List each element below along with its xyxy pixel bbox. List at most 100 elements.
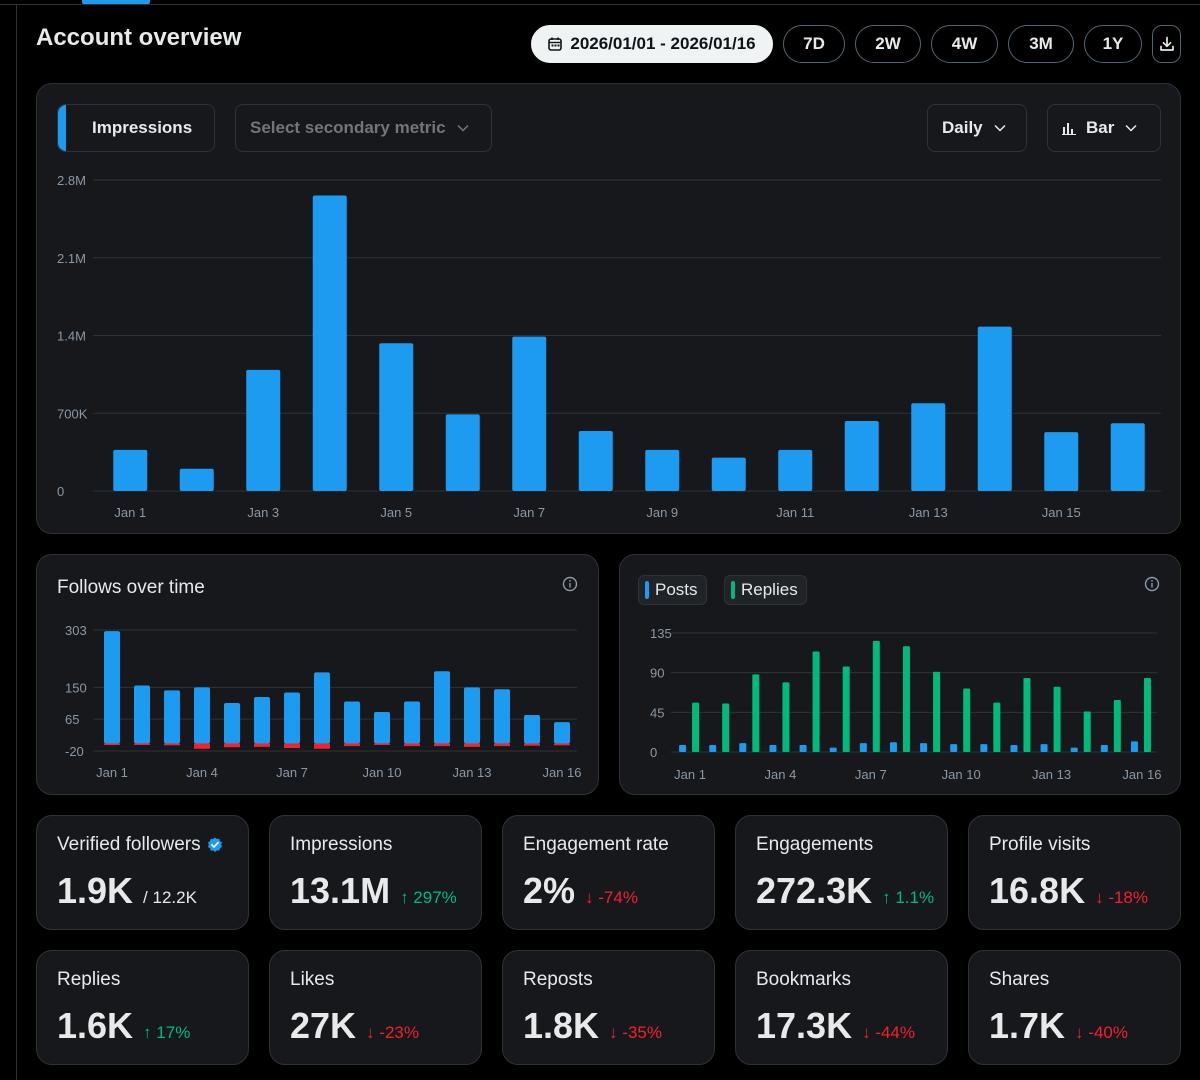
chart-type-dropdown[interactable]: Bar bbox=[1047, 104, 1161, 152]
range-1y-button[interactable]: 1Y bbox=[1084, 25, 1142, 63]
stat-change-value: -18% bbox=[1108, 888, 1148, 907]
y-tick-label: 45 bbox=[650, 705, 664, 720]
bar-follows-jan-2 bbox=[134, 685, 150, 744]
x-tick-label: Jan 1 bbox=[96, 765, 128, 780]
stat-card-likes[interactable]: Likes 27K ↓ -23% bbox=[269, 950, 482, 1065]
bar-posts-jan-16 bbox=[1130, 741, 1138, 752]
stat-card-bookmarks[interactable]: Bookmarks 17.3K ↓ -44% bbox=[735, 950, 948, 1065]
bar-follows-jan-7 bbox=[284, 692, 300, 744]
legend-posts-toggle[interactable]: Posts bbox=[638, 575, 707, 605]
stat-change-value: 17% bbox=[156, 1023, 191, 1042]
date-range-button[interactable]: 2026/01/01 - 2026/01/16 bbox=[531, 25, 773, 63]
legend-replies-toggle[interactable]: Replies bbox=[724, 575, 807, 605]
range-7d-button[interactable]: 7D bbox=[783, 25, 845, 63]
x-tick-label: Jan 1 bbox=[114, 505, 146, 520]
bar-replies-jan-8 bbox=[902, 646, 910, 752]
range-2w-button[interactable]: 2W bbox=[855, 25, 921, 63]
x-tick-label: Jan 13 bbox=[909, 505, 948, 520]
stat-card-verified-followers[interactable]: Verified followers 1.9K / 12.2K bbox=[36, 815, 249, 930]
bar-follows-jan-10 bbox=[374, 712, 390, 744]
stat-card-engagements[interactable]: Engagements 272.3K ↑ 1.1% bbox=[735, 815, 948, 930]
x-tick-label: Jan 3 bbox=[247, 505, 279, 520]
stat-line: 1.9K / 12.2K bbox=[57, 870, 197, 912]
bar-impressions-jan-10 bbox=[711, 457, 746, 491]
x-tick-label: Jan 7 bbox=[855, 767, 887, 782]
arrow-down-icon: ↓ bbox=[585, 888, 594, 907]
bar-posts-jan-13 bbox=[1040, 744, 1048, 752]
x-tick-label: Jan 1 bbox=[674, 767, 706, 782]
stat-value: 17.3K bbox=[756, 1005, 853, 1046]
stat-value: 1.6K bbox=[57, 1005, 134, 1046]
bar-posts-jan-2 bbox=[709, 744, 717, 752]
stat-value: 16.8K bbox=[989, 870, 1086, 911]
info-icon[interactable] bbox=[562, 576, 578, 592]
bar-replies-jan-10 bbox=[963, 688, 971, 752]
bar-unfollows-jan-6 bbox=[254, 743, 270, 747]
arrow-up-icon: ↑ bbox=[400, 888, 409, 907]
stat-line: 272.3K ↑ 1.1% bbox=[756, 870, 934, 912]
arrow-down-icon: ↓ bbox=[609, 1023, 618, 1042]
info-icon[interactable] bbox=[1144, 576, 1160, 592]
bar-unfollows-jan-3 bbox=[164, 743, 180, 746]
stat-card-profile-visits[interactable]: Profile visits 16.8K ↓ -18% bbox=[968, 815, 1181, 930]
arrow-down-icon: ↓ bbox=[1095, 888, 1104, 907]
bar-replies-jan-11 bbox=[993, 702, 1001, 752]
primary-metric-dropdown[interactable]: Impressions bbox=[57, 104, 215, 152]
stat-card-reposts[interactable]: Reposts 1.8K ↓ -35% bbox=[502, 950, 715, 1065]
date-range-label: 2026/01/01 - 2026/01/16 bbox=[570, 34, 756, 53]
range-3m-button[interactable]: 3M bbox=[1008, 25, 1074, 63]
bar-follows-jan-14 bbox=[494, 689, 510, 744]
stat-line: 27K ↓ -23% bbox=[290, 1005, 419, 1047]
interval-dropdown[interactable]: Daily bbox=[927, 104, 1027, 152]
y-tick-label: 303 bbox=[65, 623, 87, 638]
y-tick-label: 700K bbox=[57, 406, 88, 421]
y-tick-label: 0 bbox=[57, 484, 64, 499]
arrow-up-icon: ↑ bbox=[143, 1023, 152, 1042]
stat-value: 1.9K bbox=[57, 870, 134, 911]
bar-posts-jan-3 bbox=[739, 743, 747, 752]
bar-follows-jan-15 bbox=[524, 715, 540, 744]
verified-badge-icon bbox=[207, 837, 222, 852]
page-title: Account overview bbox=[36, 24, 242, 51]
bar-unfollows-jan-15 bbox=[524, 743, 540, 746]
bar-impressions-jan-12 bbox=[844, 421, 879, 491]
bar-follows-jan-13 bbox=[464, 687, 480, 744]
bar-replies-jan-1 bbox=[692, 702, 700, 752]
bar-unfollows-jan-16 bbox=[554, 743, 570, 746]
bar-impressions-jan-9 bbox=[645, 449, 680, 491]
stat-title: Engagement rate bbox=[523, 834, 669, 855]
stat-change-down: ↓ -44% bbox=[862, 1023, 915, 1043]
arrow-down-icon: ↓ bbox=[1075, 1023, 1084, 1042]
bar-follows-jan-11 bbox=[404, 701, 420, 744]
bar-replies-jan-12 bbox=[1023, 677, 1031, 752]
bar-posts-jan-7 bbox=[859, 743, 867, 752]
stat-line: 16.8K ↓ -18% bbox=[989, 870, 1148, 912]
download-button[interactable] bbox=[1152, 25, 1181, 63]
bar-follows-jan-4 bbox=[194, 687, 210, 744]
bar-unfollows-jan-7 bbox=[284, 743, 300, 749]
bar-posts-jan-9 bbox=[920, 743, 928, 752]
stat-card-shares[interactable]: Shares 1.7K ↓ -40% bbox=[968, 950, 1181, 1065]
x-tick-label: Jan 13 bbox=[1032, 767, 1071, 782]
stat-title: Likes bbox=[290, 969, 335, 990]
bar-unfollows-jan-8 bbox=[314, 743, 330, 749]
y-tick-label: 1.4M bbox=[57, 329, 86, 344]
secondary-metric-dropdown[interactable]: Select secondary metric bbox=[235, 104, 492, 152]
stat-change-down: ↓ -35% bbox=[609, 1023, 662, 1043]
legend-posts-label: Posts bbox=[655, 580, 698, 599]
range-4w-button[interactable]: 4W bbox=[931, 25, 998, 63]
stat-card-impressions[interactable]: Impressions 13.1M ↑ 297% bbox=[269, 815, 482, 930]
stat-line: 1.7K ↓ -40% bbox=[989, 1005, 1128, 1047]
stat-title: Profile visits bbox=[989, 834, 1091, 855]
x-tick-label: Jan 7 bbox=[276, 765, 308, 780]
stat-card-replies[interactable]: Replies 1.6K ↑ 17% bbox=[36, 950, 249, 1065]
x-tick-label: Jan 11 bbox=[776, 505, 814, 520]
bar-replies-jan-6 bbox=[842, 666, 850, 752]
bar-unfollows-jan-4 bbox=[194, 743, 210, 749]
bar-replies-jan-14 bbox=[1083, 711, 1091, 752]
stat-card-engagement-rate[interactable]: Engagement rate 2% ↓ -74% bbox=[502, 815, 715, 930]
y-tick-label: -20 bbox=[65, 744, 84, 759]
stat-change-down: ↓ -74% bbox=[585, 888, 638, 908]
calendar-icon bbox=[548, 37, 563, 51]
stat-change-up: ↑ 1.1% bbox=[882, 888, 934, 908]
